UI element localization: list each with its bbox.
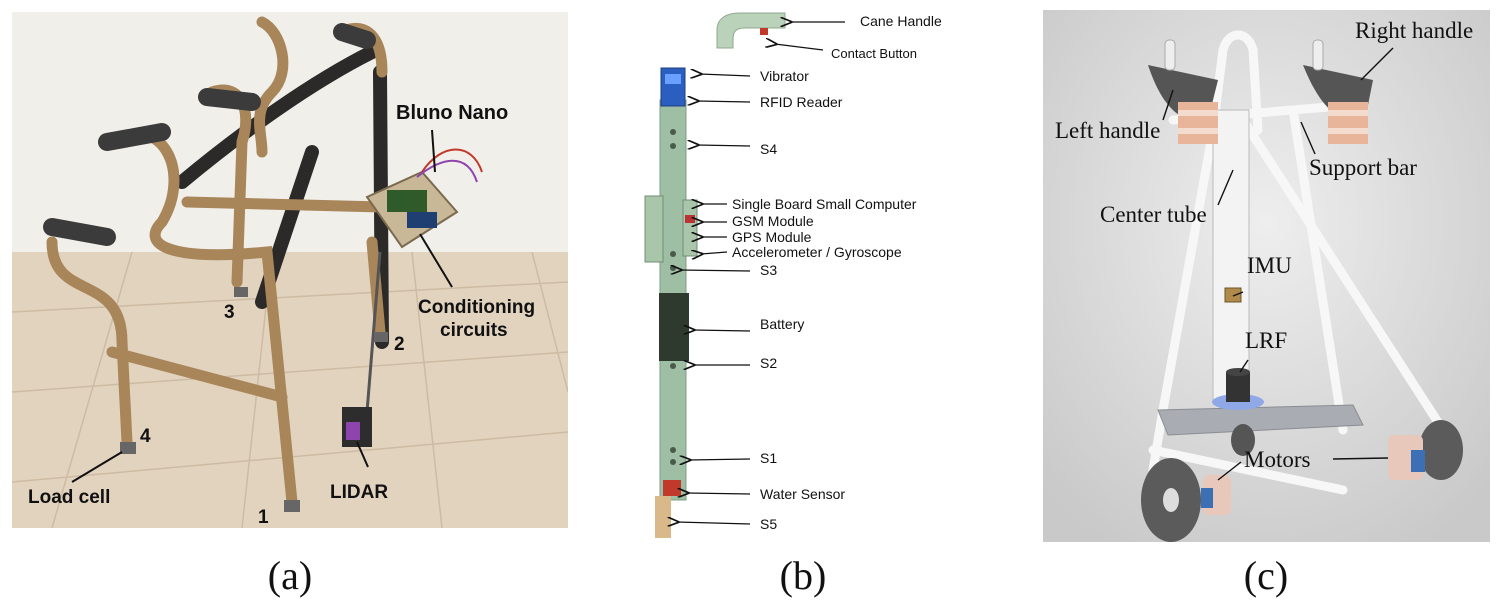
label-vibrator: Vibrator xyxy=(760,68,809,84)
label-lidar: LIDAR xyxy=(330,482,389,503)
label-rfid-reader: RFID Reader xyxy=(760,94,843,110)
robot-walker-panel: Right handle Left handle Support bar Cen… xyxy=(1043,10,1490,542)
label-gps: GPS Module xyxy=(732,229,812,245)
walker-photo xyxy=(12,12,568,528)
label-accelerometer: Accelerometer / Gyroscope xyxy=(732,244,902,260)
caption-a: (a) xyxy=(267,553,313,598)
label-cane-handle: Cane Handle xyxy=(860,13,942,29)
label-circuits: circuits xyxy=(440,320,508,341)
label-contact-button: Contact Button xyxy=(831,46,917,61)
label-imu: IMU xyxy=(1247,253,1292,278)
label-s1: S1 xyxy=(760,450,778,466)
label-conditioning: Conditioning xyxy=(418,297,536,318)
walker-photo-panel: Bluno Nano Conditioning circuits LIDAR L… xyxy=(12,12,568,528)
label-support-bar: Support bar xyxy=(1309,155,1417,180)
label-leg-1: 1 xyxy=(258,507,269,528)
label-center-tube: Center tube xyxy=(1100,202,1207,227)
label-leg-4: 4 xyxy=(140,426,151,447)
label-load-cell: Load cell xyxy=(28,487,111,508)
label-s5: S5 xyxy=(760,516,778,532)
label-leg-2: 2 xyxy=(394,334,405,355)
label-leg-3: 3 xyxy=(224,302,235,323)
label-right-handle: Right handle xyxy=(1355,18,1474,43)
caption-b: (b) xyxy=(779,553,827,598)
label-battery: Battery xyxy=(760,316,805,332)
label-s2: S2 xyxy=(760,355,778,371)
label-motors: Motors xyxy=(1244,447,1311,472)
smart-cane-panel: Cane Handle Contact Button Vibrator RFID… xyxy=(605,0,1000,545)
label-sbc: Single Board Small Computer xyxy=(732,196,917,212)
smart-cane-diagram xyxy=(644,12,845,538)
robot-walker-render xyxy=(1043,10,1490,542)
caption-c: (c) xyxy=(1243,553,1289,598)
label-lrf: LRF xyxy=(1245,328,1288,353)
label-bluno-nano: Bluno Nano xyxy=(396,102,509,124)
label-left-handle: Left handle xyxy=(1055,118,1161,143)
label-s4: S4 xyxy=(760,141,778,157)
label-gsm: GSM Module xyxy=(732,213,814,229)
label-water-sensor: Water Sensor xyxy=(760,486,846,502)
label-s3: S3 xyxy=(760,262,778,278)
